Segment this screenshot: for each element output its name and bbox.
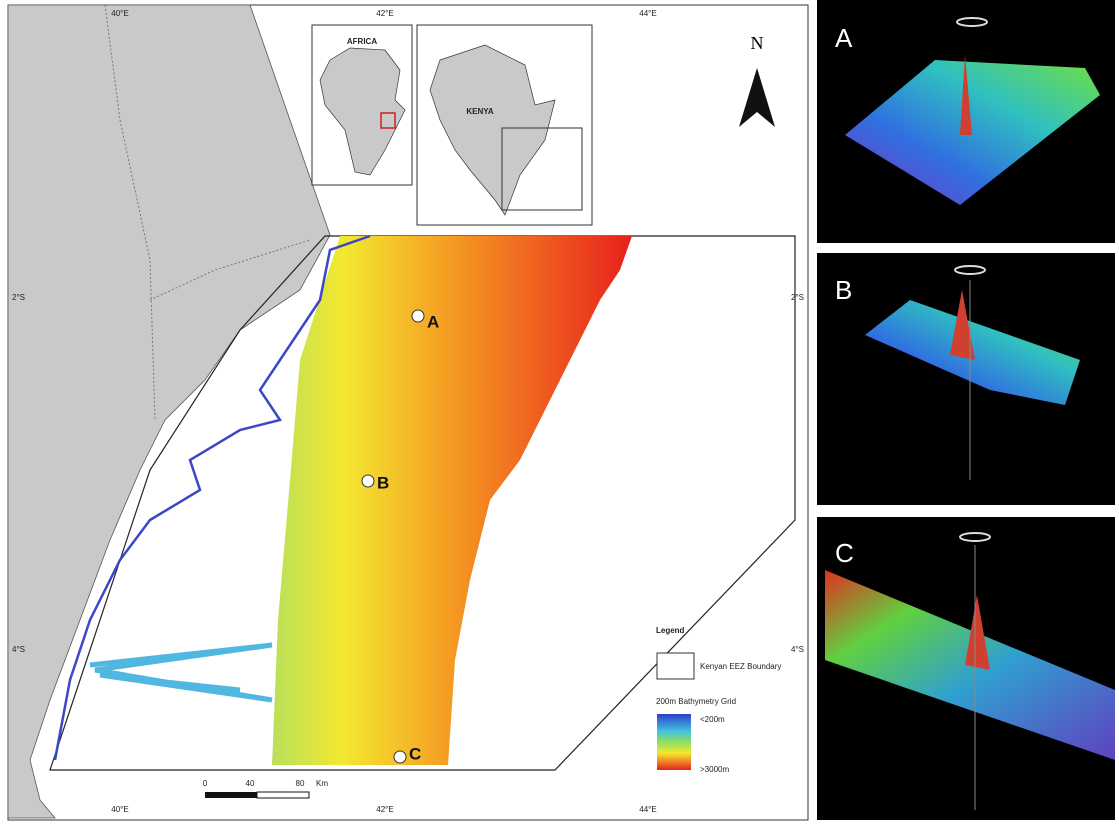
grid-label: 4°S (791, 645, 804, 654)
site-marker (394, 751, 406, 763)
legend-colorbar (657, 714, 691, 770)
panel-b: B (817, 253, 1115, 505)
legend-label: Kenyan EEZ Boundary (700, 662, 781, 671)
grid-label: 40°E (111, 9, 128, 18)
scale-label: 40 (246, 779, 255, 788)
site-marker (362, 475, 374, 487)
grid-label: 42°E (376, 9, 393, 18)
scale-label: 80 (296, 779, 305, 788)
main-map: A B C 40°E 42°E 44°E 40°E 42°E 44°E 2°S … (8, 5, 808, 820)
site-label: B (377, 473, 389, 492)
grid-label: 42°E (376, 805, 393, 814)
panel-label: C (835, 538, 854, 568)
legend-label: 200m Bathymetry Grid (656, 697, 736, 706)
legend-label: >3000m (700, 765, 729, 774)
panel-label: A (835, 23, 853, 53)
site-label: A (427, 312, 439, 331)
grid-label: 44°E (639, 805, 656, 814)
grid-label: 2°S (791, 293, 804, 302)
panel-c: C (817, 517, 1115, 820)
grid-label: 4°S (12, 645, 25, 654)
scale-label: 0 (203, 779, 208, 788)
north-label: N (751, 33, 764, 53)
site-label: C (409, 744, 421, 763)
figure: A B C 40°E 42°E 44°E 40°E 42°E 44°E 2°S … (0, 0, 1119, 825)
grid-label: 2°S (12, 293, 25, 302)
scale-label: Km (316, 779, 328, 788)
panel-a: A (817, 0, 1115, 243)
inset-label: KENYA (466, 107, 493, 116)
inset-label: AFRICA (347, 37, 377, 46)
grid-label: 40°E (111, 805, 128, 814)
site-marker (412, 310, 424, 322)
grid-label: 44°E (639, 9, 656, 18)
legend-title: Legend (656, 626, 685, 635)
scale-bar (257, 792, 309, 798)
scale-bar (205, 792, 257, 798)
legend-label: <200m (700, 715, 725, 724)
legend-swatch (657, 653, 694, 679)
panel-label: B (835, 275, 852, 305)
